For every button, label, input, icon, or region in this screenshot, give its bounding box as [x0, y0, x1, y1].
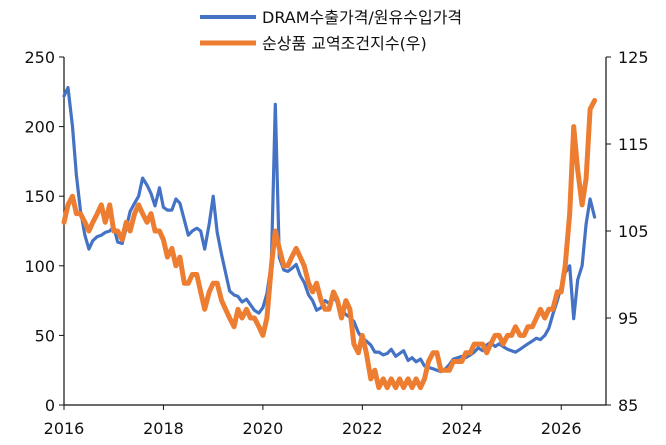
- y-left-tick-label: 200: [24, 118, 55, 137]
- y-left-tick-label: 50: [35, 326, 55, 345]
- y-left-tick-label: 0: [45, 396, 55, 415]
- axis-ticks: 0 50 100 150 200 250 85 95 105 115 125 2016 2018 2020…: [24, 48, 648, 438]
- x-tick-label: 2026: [541, 419, 582, 438]
- y-right-tick-label: 115: [618, 135, 649, 154]
- y-right-tick-label: 85: [618, 396, 638, 415]
- x-tick-label: 2016: [44, 419, 85, 438]
- y-right-tick-label: 95: [618, 309, 638, 328]
- y-left-tick-label: 250: [24, 48, 55, 67]
- y-right-tick-label: 125: [618, 48, 649, 67]
- x-tick-label: 2024: [441, 419, 482, 438]
- legend-label-terms-of-trade: 순상품 교역조건지수(우): [262, 34, 427, 53]
- legend-label-dram: DRAM수출가격/원유수입가격: [262, 8, 462, 27]
- legend: DRAM수출가격/원유수입가격 순상품 교역조건지수(우): [200, 8, 462, 53]
- y-left-tick-label: 150: [24, 187, 55, 206]
- x-tick-label: 2018: [143, 419, 184, 438]
- y-left-tick-label: 100: [24, 257, 55, 276]
- x-tick-label: 2020: [243, 419, 284, 438]
- x-tick-label: 2022: [342, 419, 383, 438]
- series-line-terms-of-trade: [61, 98, 598, 391]
- y-right-tick-label: 105: [618, 222, 649, 241]
- series-layer: [61, 85, 598, 391]
